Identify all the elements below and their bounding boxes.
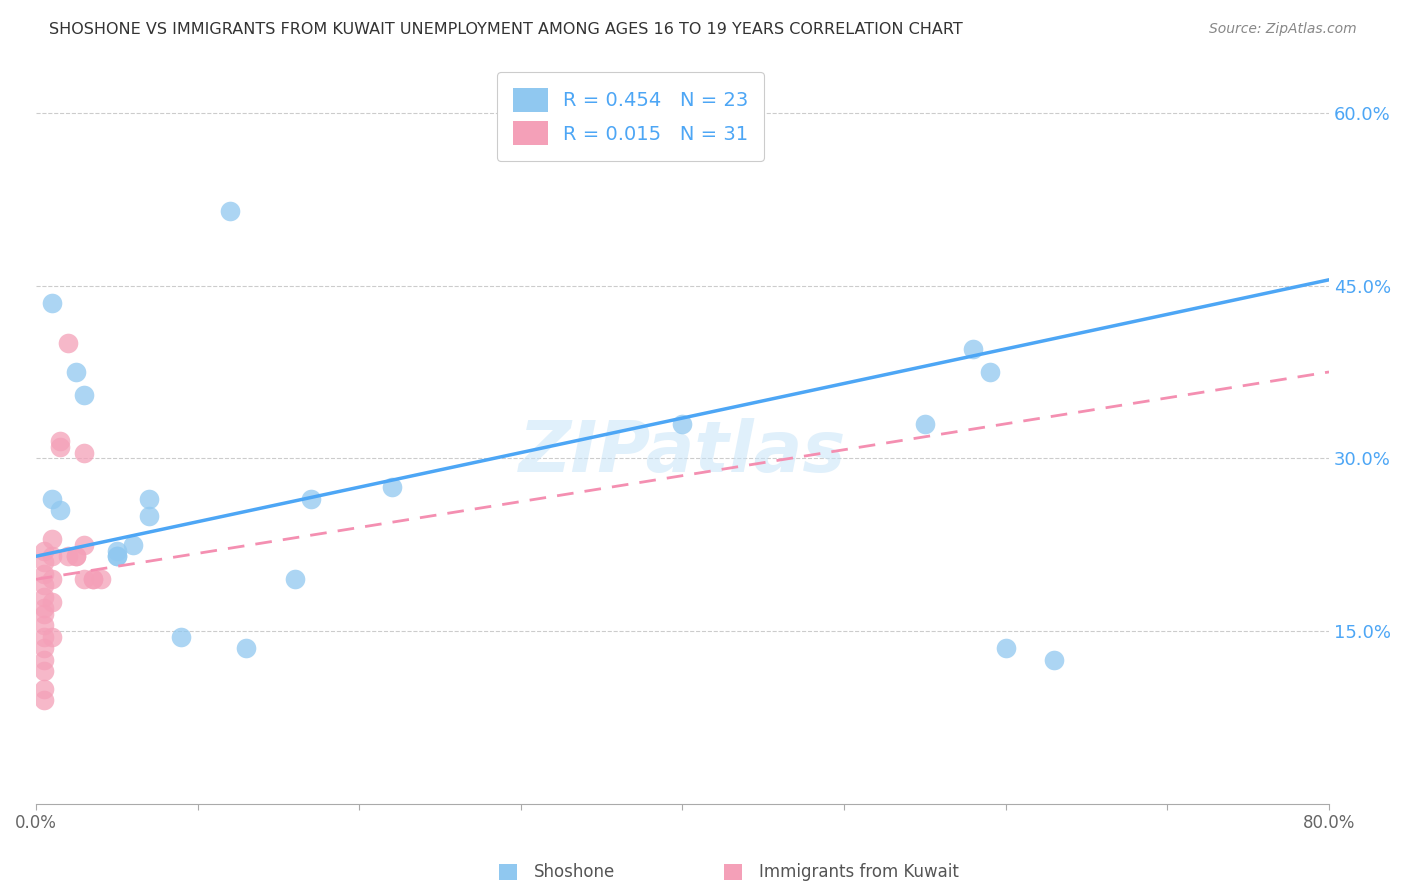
Point — [58, 336, 80, 351]
Point — [90, 572, 112, 586]
Point — [32, 693, 55, 707]
Text: Shoshone: Shoshone — [534, 863, 616, 881]
Point — [914, 417, 936, 431]
Point — [32, 543, 55, 558]
Point — [49, 503, 72, 517]
Point — [32, 555, 55, 569]
Point — [65, 549, 87, 564]
Point — [979, 365, 1001, 379]
Point — [1043, 653, 1066, 667]
Point — [994, 641, 1017, 656]
Point — [82, 572, 104, 586]
Point — [32, 665, 55, 679]
Point — [49, 434, 72, 448]
Point — [73, 445, 96, 459]
Point — [41, 572, 63, 586]
Point — [73, 572, 96, 586]
Point — [73, 538, 96, 552]
Point — [380, 480, 402, 494]
Text: Immigrants from Kuwait: Immigrants from Kuwait — [759, 863, 959, 881]
Point — [73, 388, 96, 402]
Text: SHOSHONE VS IMMIGRANTS FROM KUWAIT UNEMPLOYMENT AMONG AGES 16 TO 19 YEARS CORREL: SHOSHONE VS IMMIGRANTS FROM KUWAIT UNEMP… — [49, 22, 963, 37]
Point — [32, 566, 55, 581]
Point — [82, 572, 104, 586]
Point — [32, 641, 55, 656]
Point — [962, 342, 984, 356]
Point — [138, 491, 160, 506]
Point — [41, 549, 63, 564]
Point — [219, 203, 242, 218]
Point — [41, 630, 63, 644]
Point — [105, 549, 128, 564]
Legend: R = 0.454   N = 23, R = 0.015   N = 31: R = 0.454 N = 23, R = 0.015 N = 31 — [498, 72, 765, 161]
Point — [299, 491, 322, 506]
Point — [32, 601, 55, 615]
Point — [58, 549, 80, 564]
Point — [32, 607, 55, 621]
Point — [671, 417, 693, 431]
Point — [32, 681, 55, 696]
Point — [32, 653, 55, 667]
Point — [41, 296, 63, 310]
Point — [41, 532, 63, 546]
Point — [65, 549, 87, 564]
Point — [170, 630, 193, 644]
Point — [138, 508, 160, 523]
Text: ZIPatlas: ZIPatlas — [519, 417, 846, 486]
Text: Source: ZipAtlas.com: Source: ZipAtlas.com — [1209, 22, 1357, 37]
Point — [41, 491, 63, 506]
Point — [283, 572, 305, 586]
Point — [235, 641, 257, 656]
Point — [49, 440, 72, 454]
Point — [32, 618, 55, 632]
Point — [41, 595, 63, 609]
Point — [65, 365, 87, 379]
Point — [105, 543, 128, 558]
Point — [32, 578, 55, 592]
Point — [122, 538, 145, 552]
Point — [32, 590, 55, 604]
Point — [105, 549, 128, 564]
Point — [32, 630, 55, 644]
